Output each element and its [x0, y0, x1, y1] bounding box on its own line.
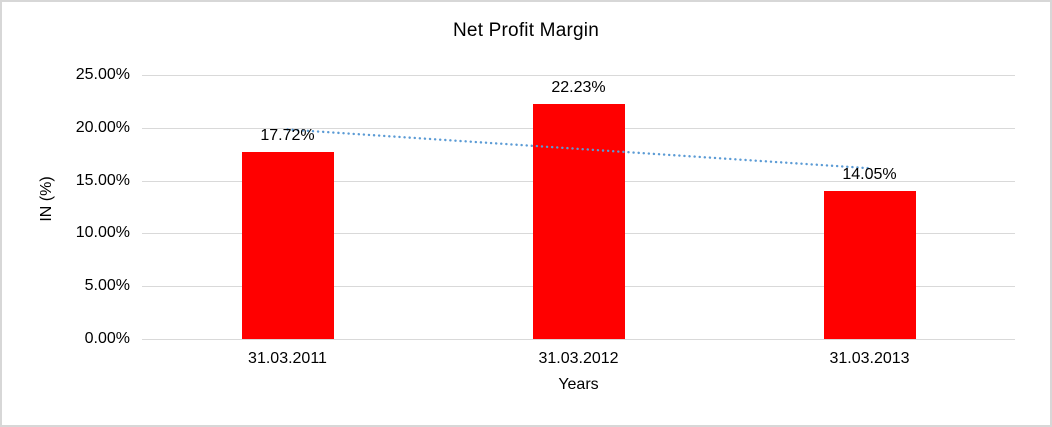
data-label-31.03.2013: 14.05% [842, 165, 897, 183]
data-label-31.03.2012: 22.23% [551, 79, 606, 97]
gridline-25.00% [142, 75, 1015, 76]
chart-title: Net Profit Margin [453, 20, 599, 41]
y-tick-label: 15.00% [75, 171, 130, 189]
x-tick-label: 31.03.2013 [829, 350, 910, 367]
bar-31.03.2012 [532, 104, 625, 339]
y-axis-title: IN (%) [38, 176, 55, 222]
x-tick-label: 31.03.2011 [248, 350, 327, 367]
x-tick-label: 31.03.2012 [538, 350, 619, 367]
y-tick-label: 0.00% [84, 330, 130, 347]
gridline-0.00% [142, 339, 1015, 340]
x-axis-title: Years [558, 376, 599, 393]
bar-31.03.2013 [823, 190, 916, 339]
y-tick-label: 25.00% [75, 66, 130, 83]
bar-31.03.2011 [241, 151, 334, 339]
data-label-31.03.2011: 17.72% [260, 126, 315, 144]
y-tick-label: 20.00% [75, 118, 130, 136]
y-tick-label: 5.00% [84, 277, 130, 295]
y-tick-label: 10.00% [75, 224, 130, 242]
